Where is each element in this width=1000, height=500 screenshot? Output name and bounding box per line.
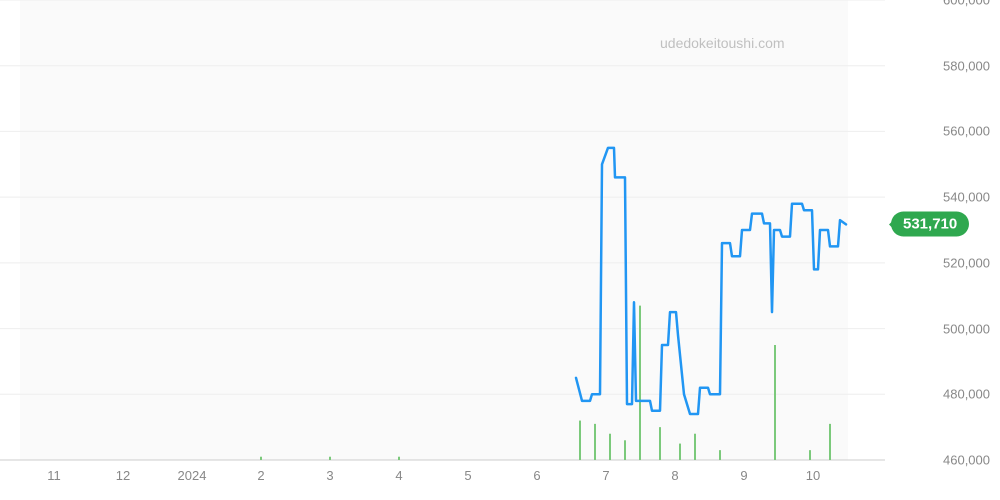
x-tick-label: 10 (806, 468, 820, 483)
y-tick-label: 580,000 (943, 58, 990, 73)
x-tick-label: 8 (671, 468, 678, 483)
y-axis: 460,000 480,000 500,000 520,000 540,000 560,0… (900, 0, 1000, 500)
watermark-text: udedokeitoushi.com (660, 35, 785, 51)
x-tick-label: 5 (464, 468, 471, 483)
y-tick-label: 540,000 (943, 190, 990, 205)
y-tick-label: 520,000 (943, 255, 990, 270)
y-tick-label: 560,000 (943, 124, 990, 139)
x-tick-label: 2 (257, 468, 264, 483)
y-tick-label: 500,000 (943, 321, 990, 336)
x-tick-label: 12 (116, 468, 130, 483)
x-tick-label: 11 (47, 468, 61, 483)
x-tick-label: 2024 (178, 468, 207, 483)
y-tick-label: 600,000 (943, 0, 990, 8)
current-price-badge: 531,710 (891, 212, 969, 237)
price-chart: 460,000 480,000 500,000 520,000 540,000 560,0… (0, 0, 1000, 500)
x-tick-label: 6 (533, 468, 540, 483)
chart-svg (0, 0, 1000, 500)
x-tick-label: 7 (602, 468, 609, 483)
y-tick-label: 460,000 (943, 453, 990, 468)
y-tick-label: 480,000 (943, 387, 990, 402)
x-tick-label: 9 (740, 468, 747, 483)
x-tick-label: 3 (326, 468, 333, 483)
x-axis: 11 12 2024 2 3 4 5 6 7 8 9 10 (0, 460, 885, 490)
x-tick-label: 4 (395, 468, 402, 483)
